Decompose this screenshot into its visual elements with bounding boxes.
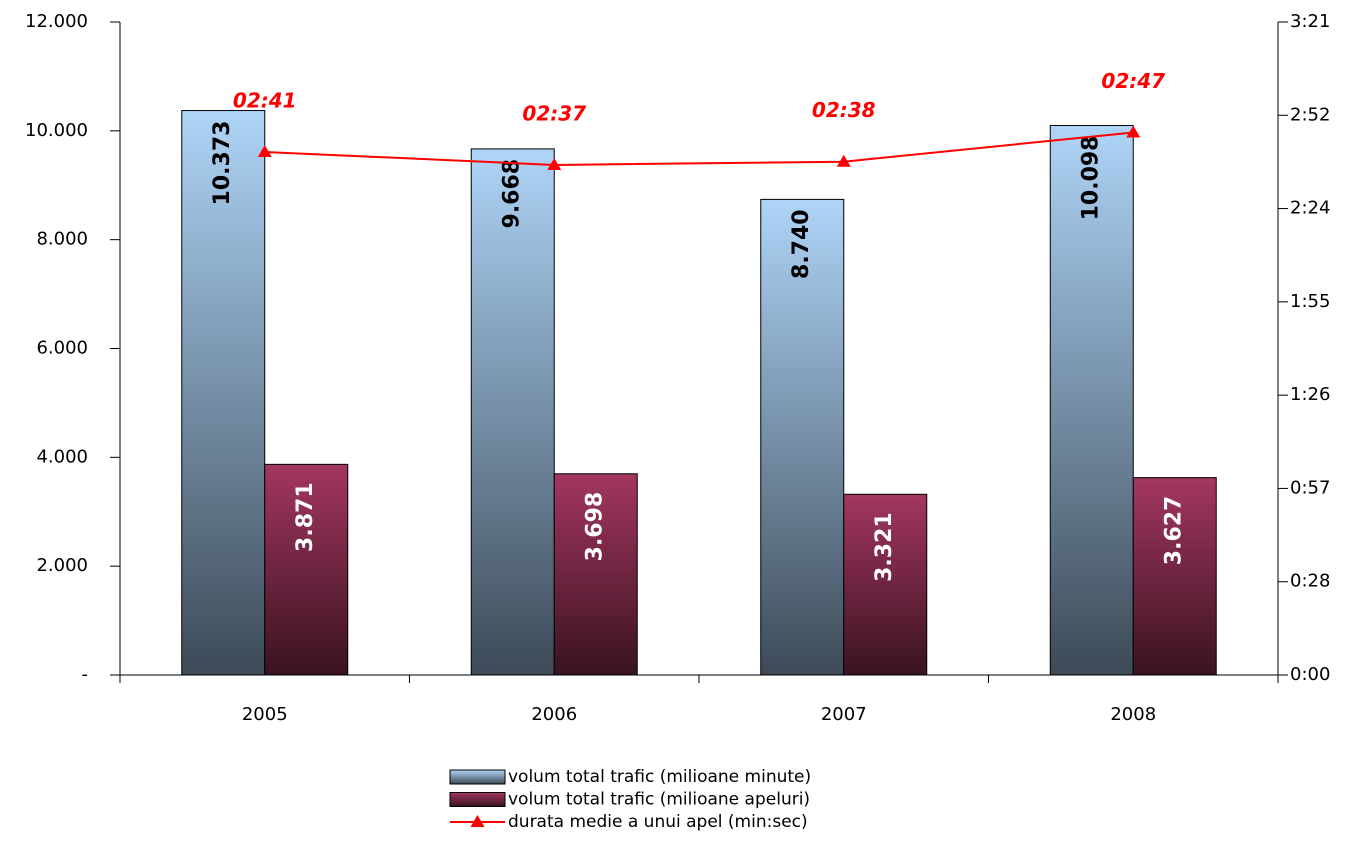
y-tick-label: 12.000 — [25, 11, 88, 32]
legend-label: volum total trafic (milioane apeluri) — [508, 790, 810, 810]
y-tick-label: 8.000 — [36, 229, 88, 250]
x-tick-label: 2006 — [531, 704, 577, 725]
x-tick-label: 2008 — [1110, 704, 1156, 725]
bar-value-label: 3.871 — [293, 482, 318, 552]
bar-value-label: 9.668 — [500, 159, 525, 229]
bar-shade — [760, 198, 845, 676]
bar-shade — [264, 463, 349, 676]
bar-shade — [1132, 477, 1217, 676]
line-marker — [257, 144, 272, 157]
y2-tick-label: 0:00 — [1290, 664, 1330, 685]
y2-tick-label: 3:21 — [1290, 11, 1330, 32]
y2-tick-label: 0:57 — [1290, 477, 1330, 498]
bar-value-label: 8.740 — [789, 209, 814, 279]
y-tick-label: 4.000 — [36, 446, 88, 467]
line-value-label: 02:37 — [522, 101, 586, 125]
bar-shade — [553, 473, 638, 676]
bar-shade — [470, 148, 555, 676]
line-value-label: 02:38 — [812, 98, 876, 122]
y2-tick-label: 2:24 — [1290, 198, 1330, 219]
y-tick-label: 10.000 — [25, 120, 88, 141]
bar-value-label: 10.373 — [210, 121, 235, 206]
y-tick-label: 6.000 — [36, 338, 88, 359]
legend: volum total trafic (milioane minute) volu… — [449, 767, 811, 832]
bar-value-label: 3.321 — [872, 512, 897, 582]
line-value-label: 02:41 — [233, 88, 297, 112]
y2-tick-label: 1:55 — [1290, 291, 1330, 312]
line-value-label: 02:47 — [1101, 69, 1165, 93]
bar-value-label: 10.098 — [1079, 136, 1104, 221]
line — [264, 131, 1134, 166]
bar-value-label: 3.627 — [1162, 496, 1187, 566]
x-tick-label: 2007 — [821, 704, 867, 725]
y-tick-label: 2.000 — [36, 555, 88, 576]
y2-tick-label: 1:26 — [1290, 384, 1330, 405]
bar-shade — [1049, 125, 1134, 676]
legend-label: volum total trafic (milioane minute) — [508, 767, 811, 787]
legend-swatch-shade — [449, 792, 506, 807]
line-marker — [836, 154, 851, 167]
line-marker — [1126, 125, 1141, 138]
bar-value-label: 3.698 — [583, 492, 608, 562]
legend-label: durata medie a unui apel (min:sec) — [508, 812, 808, 832]
legend-marker — [470, 815, 485, 827]
bar-shade — [843, 493, 928, 676]
bar-shade — [181, 110, 266, 676]
legend-swatch-shade — [449, 769, 506, 785]
line-marker — [547, 157, 562, 170]
y-tick-label: - — [82, 664, 89, 685]
y2-tick-label: 2:52 — [1290, 104, 1330, 125]
x-tick-label: 2005 — [242, 704, 288, 725]
y2-tick-label: 0:28 — [1290, 571, 1330, 592]
